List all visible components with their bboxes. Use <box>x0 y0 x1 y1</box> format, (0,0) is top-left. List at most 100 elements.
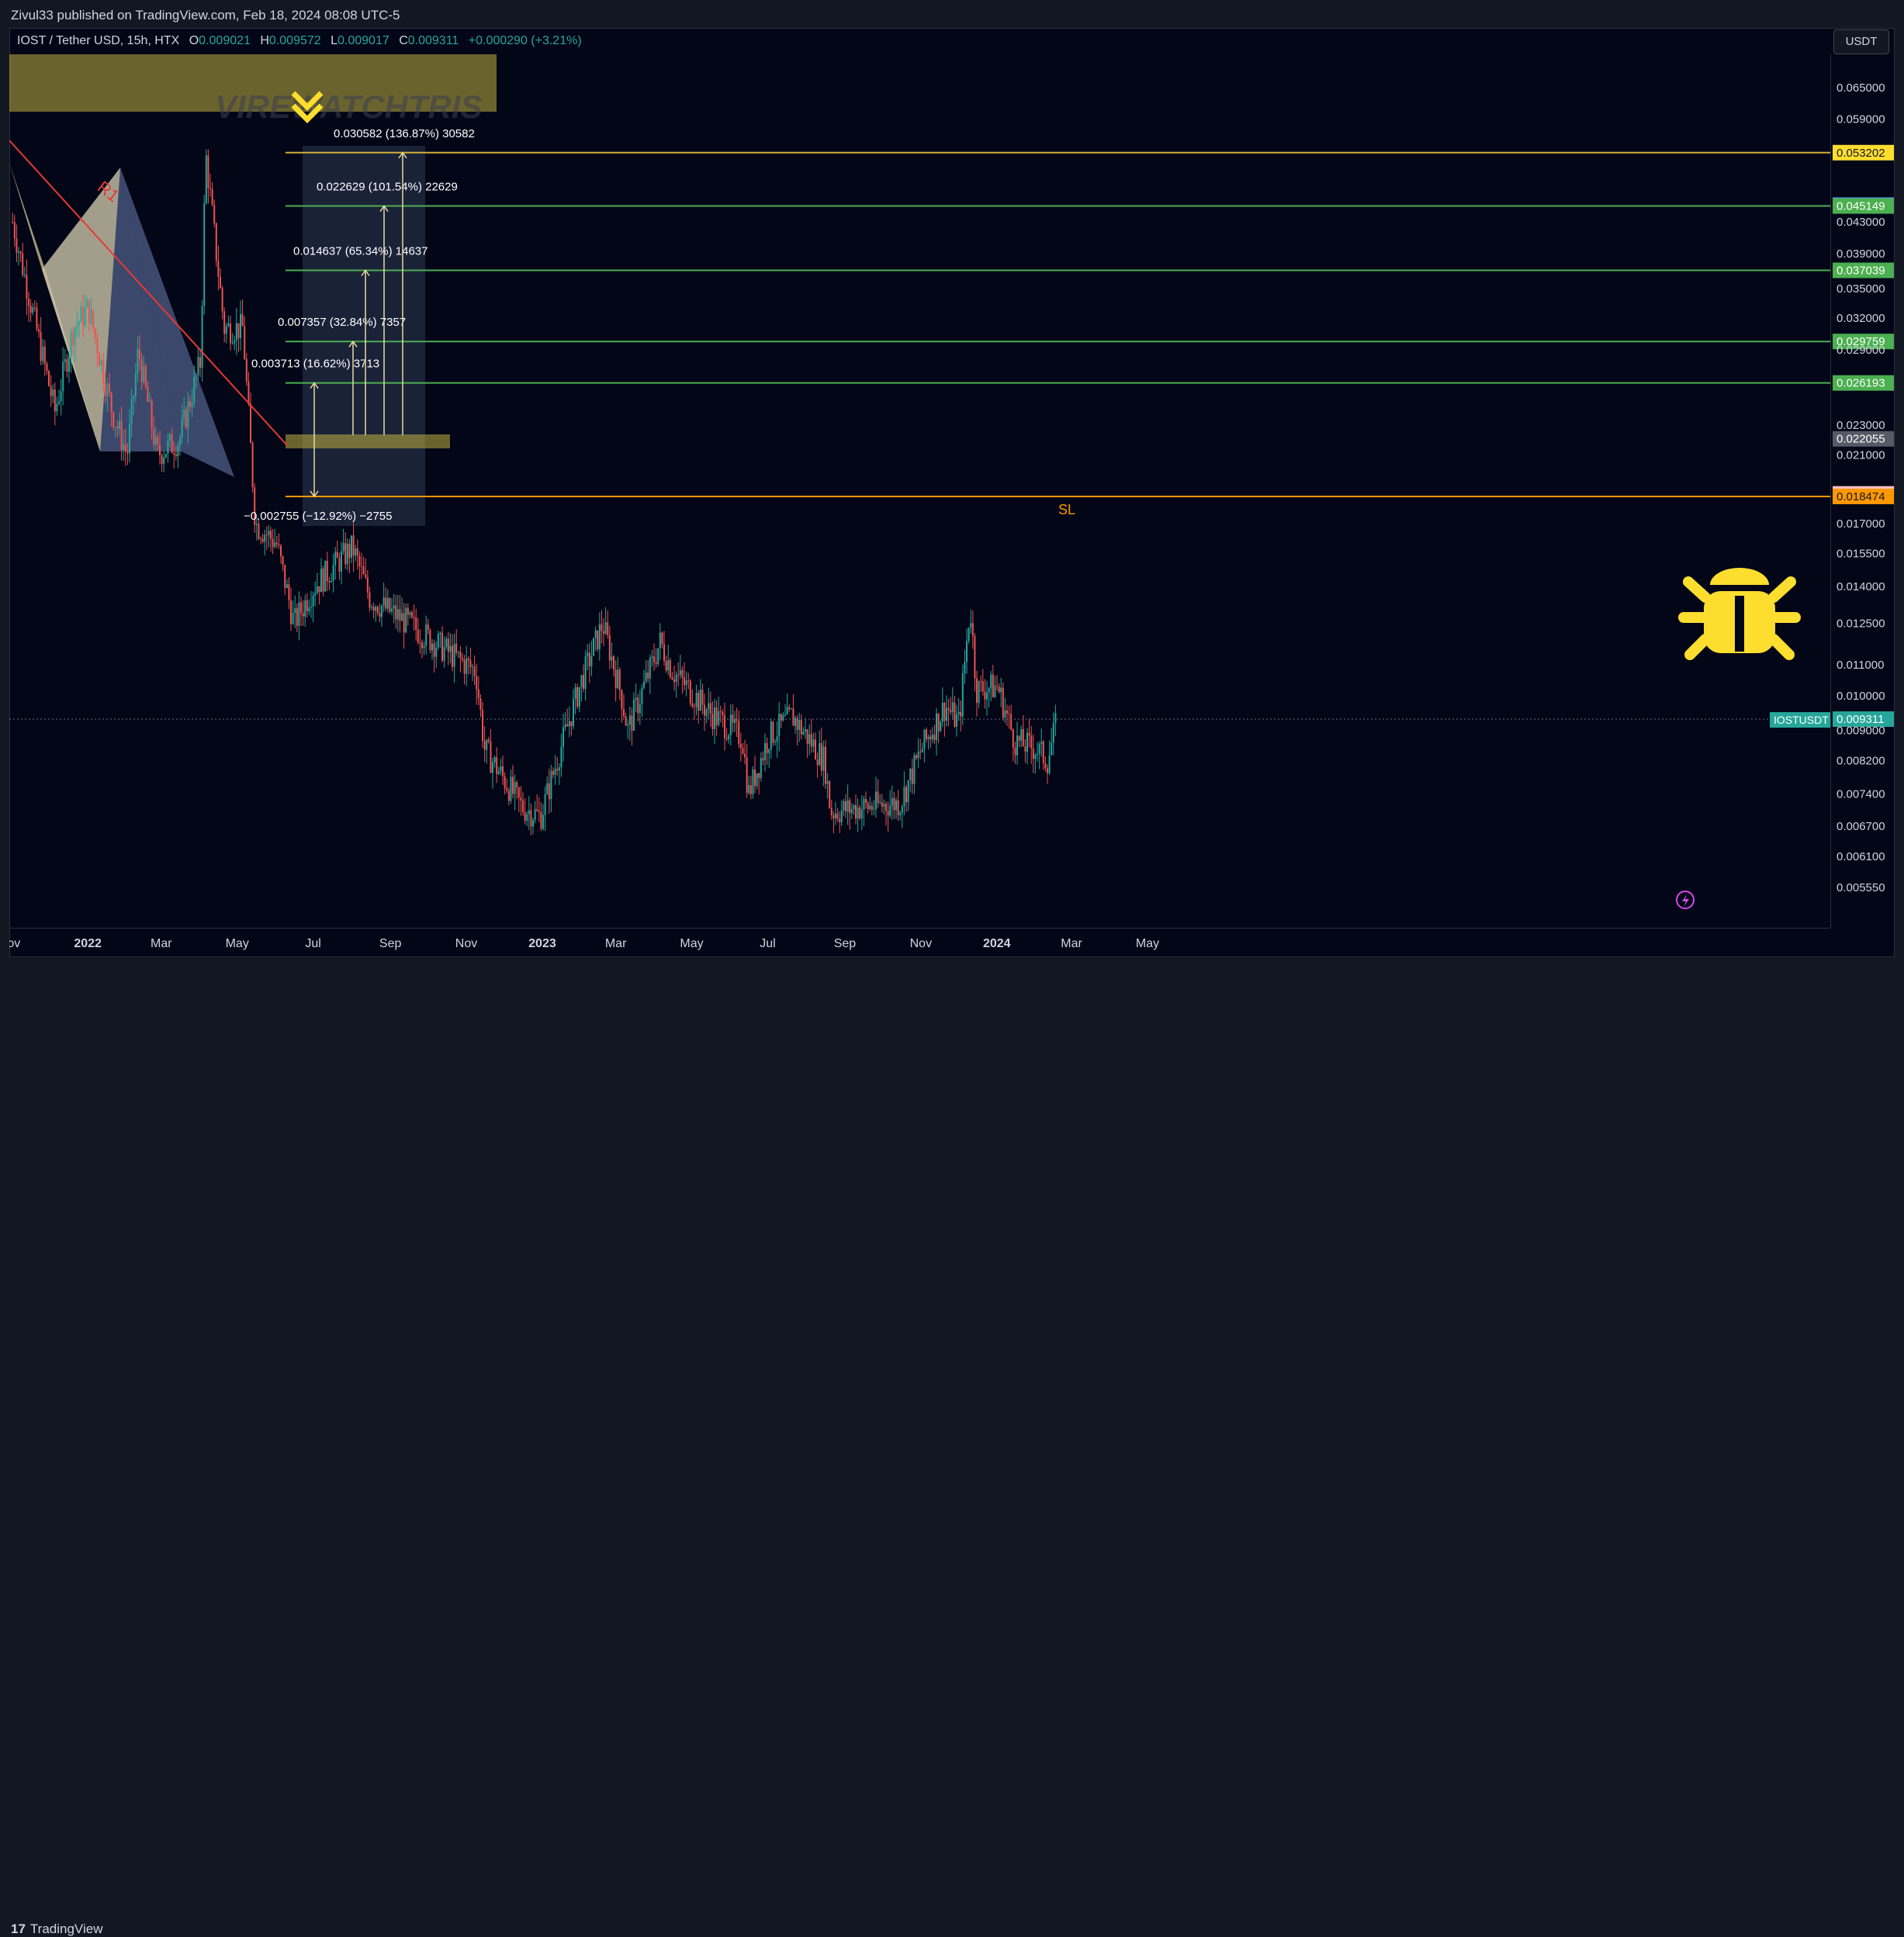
candle-body <box>643 681 646 688</box>
candle-body <box>951 702 954 713</box>
candle-body <box>633 699 635 731</box>
candle-body <box>76 324 78 328</box>
candle-body <box>863 798 865 810</box>
candle-body <box>395 605 397 620</box>
candle-body <box>1047 768 1049 773</box>
candle-body <box>399 609 401 621</box>
x-tick-label: Mar <box>151 937 172 950</box>
candle-body <box>502 766 504 777</box>
candle-body <box>917 751 919 759</box>
candle-body <box>507 790 510 801</box>
candle-body <box>1006 710 1009 714</box>
price-axis[interactable]: 0.0650000.0590000.0532020.0452670.045149… <box>1830 54 1895 928</box>
candle-body <box>129 424 131 454</box>
candle-body <box>570 721 573 727</box>
candle-body <box>617 669 619 689</box>
candle-body <box>318 586 320 593</box>
candle-body <box>223 311 226 334</box>
candle-body <box>840 810 843 822</box>
candle-body <box>514 782 516 794</box>
candle-body <box>530 810 532 827</box>
symbol-name: IOST / Tether USD, 15h, HTX <box>17 34 180 47</box>
candle-body <box>534 809 536 821</box>
candle-body <box>843 801 845 811</box>
candle-body <box>966 641 968 662</box>
candle-body <box>385 597 387 609</box>
measure-arrowhead <box>361 269 370 276</box>
candle-body <box>611 656 613 661</box>
candle-body <box>1032 748 1034 759</box>
candle-body <box>102 360 105 385</box>
candle-body <box>563 727 565 747</box>
candle-body <box>800 720 802 735</box>
candle-body <box>590 655 593 667</box>
candle-body <box>855 805 857 819</box>
candle-body <box>99 354 101 366</box>
candle-body <box>653 656 656 663</box>
sl-label: SL <box>1058 502 1075 517</box>
candle-body <box>971 623 974 636</box>
tradingview-logo[interactable]: 17 TradingView <box>11 1921 102 1937</box>
candle-body <box>603 631 605 634</box>
candle-body <box>375 607 377 611</box>
candle-body <box>778 714 781 737</box>
currency-button[interactable]: USDT <box>1833 29 1889 54</box>
candle-body <box>768 749 770 753</box>
candle-body <box>679 669 681 675</box>
candle-body <box>685 680 687 685</box>
candle-body <box>163 457 165 465</box>
candle-body <box>496 757 498 774</box>
measure-arrowhead <box>310 382 319 389</box>
candle-body <box>479 698 482 711</box>
candle-body <box>873 808 875 810</box>
candle-body <box>810 734 812 747</box>
candle-body <box>497 771 500 774</box>
candle-body <box>754 769 756 787</box>
price-tag-label: 0.009311 <box>1836 713 1884 726</box>
candle-body <box>792 708 794 726</box>
candle-body <box>978 681 980 704</box>
candle-body <box>235 323 237 341</box>
candle-body <box>699 690 701 711</box>
candle-body <box>56 403 58 412</box>
candle-body <box>486 739 488 750</box>
published-info: Zivul33 published on TradingView.com, Fe… <box>11 8 400 22</box>
candle-body <box>22 253 24 275</box>
candle-body <box>1016 735 1019 756</box>
candle-body <box>899 812 902 815</box>
candle-body <box>344 543 347 565</box>
candle-body <box>1034 754 1037 759</box>
candle-body <box>296 608 298 626</box>
candle-body <box>151 400 153 429</box>
candle-body <box>576 687 579 707</box>
candle-body <box>869 805 871 809</box>
candle-body <box>304 600 306 617</box>
candle-body <box>522 800 524 812</box>
candle-body <box>833 815 835 818</box>
candle-body <box>421 642 424 649</box>
candle-body <box>453 644 455 667</box>
y-tick-label: 0.014000 <box>1836 580 1885 593</box>
candle-body <box>472 666 474 668</box>
candle-body <box>1012 729 1014 748</box>
candle-body <box>332 565 334 581</box>
price-tag-0.018474 <box>1833 488 1894 504</box>
candle-body <box>134 373 137 396</box>
chart-canvas[interactable]: VIREWATCHTRIS SL R10.003713 (16.62%) 371… <box>9 28 1830 928</box>
candle-body <box>957 711 960 714</box>
candles <box>12 149 1057 835</box>
time-axis[interactable]: Nov 2022 Mar May Jul Sep Nov 2023 Mar May Jul Sep No… <box>9 928 1830 958</box>
candle-body <box>786 707 788 715</box>
candle-body <box>116 426 119 429</box>
candle-body <box>1038 744 1040 754</box>
candle-body <box>980 681 982 683</box>
candle-body <box>911 768 913 784</box>
candle-body <box>482 710 484 742</box>
candle-body <box>566 724 569 727</box>
y-tick-label: 0.017000 <box>1836 517 1885 531</box>
price-tag-label: 0.053202 <box>1836 147 1885 160</box>
candle-body <box>225 326 227 334</box>
candle-body <box>742 748 744 754</box>
candle-body <box>984 691 986 700</box>
candle-body <box>909 768 912 780</box>
